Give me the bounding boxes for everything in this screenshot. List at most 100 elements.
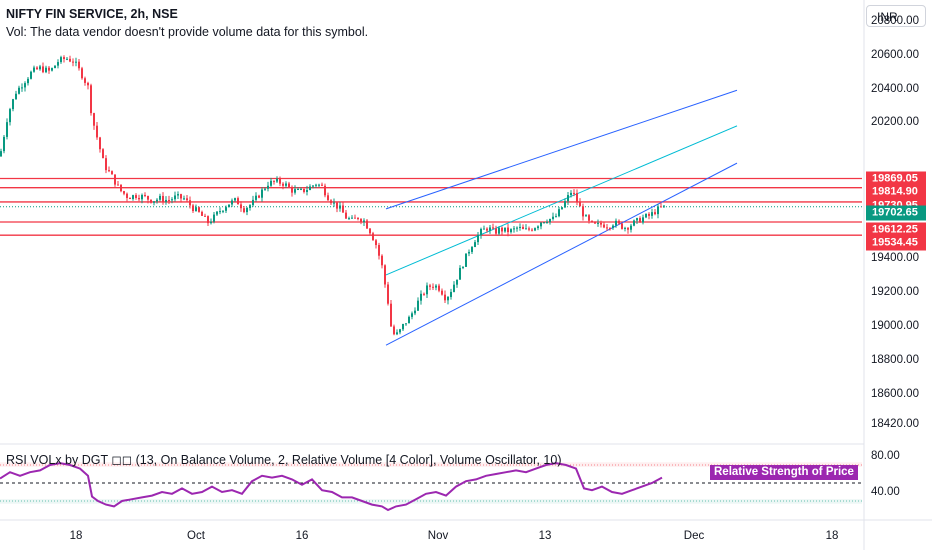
candle-body [249,205,251,209]
price-tick-label: 20800.00 [871,14,919,27]
price-tick-label: 20600.00 [871,48,919,61]
candle-body [324,185,326,196]
candle-body [564,201,566,208]
candle-body [93,113,95,126]
candle-body [654,212,656,215]
candle-body [222,210,224,212]
candle-body [639,218,641,223]
candle-body [132,195,134,200]
candle-body [411,313,413,317]
candle-body [660,206,662,208]
candle-body [552,216,554,219]
candle-body [339,205,341,209]
candle-body [399,329,401,333]
candle-body [123,191,125,194]
candle-body [309,186,311,190]
candle-body [36,67,38,70]
candle-body [171,199,173,201]
candle-body [630,225,632,230]
candle-body [432,286,434,288]
candle-body [357,217,359,220]
currency-button[interactable]: INR [866,5,926,27]
candle-body [189,200,191,206]
candle-body [33,67,35,72]
candle-body [369,228,371,234]
rsi-line[interactable] [0,462,663,512]
candle-body [444,294,446,301]
candle-body [78,61,80,69]
candle-body [657,206,659,215]
candle-body [591,220,593,222]
candle-body [495,228,497,234]
candle-body [3,136,5,152]
candle-body [57,62,59,66]
candle-body [99,137,101,150]
candle-body [522,226,524,230]
candle-body [648,213,650,216]
candle-body [510,229,512,233]
rsi-lower-band [0,499,862,504]
candle-body [408,316,410,324]
candle-body [603,224,605,228]
candle-body [465,253,467,267]
candle-body [348,218,350,220]
indicator-title[interactable]: RSI VOLx by DGT ◻◻ (13, On Balance Volum… [6,453,562,467]
candle-body [279,178,281,184]
candle-body [318,184,320,186]
price-tick-label: 19400.00 [871,251,919,264]
candle-body [543,222,545,224]
candle-body [585,215,587,217]
candle-body [264,188,266,190]
candle-body [375,240,377,246]
candle-body [582,206,584,217]
candle-body [609,228,611,230]
candle-body [597,222,599,224]
candle-body [144,194,146,196]
price-tick-label: 18600.00 [871,387,919,400]
candle-body [480,228,482,235]
candle-body [624,227,626,229]
symbol-title[interactable]: NIFTY FIN SERVICE, 2h, NSE [6,7,178,21]
candle-body [168,199,170,201]
candle-body [312,185,314,187]
candle-body [471,247,473,252]
price-level-label: 19612.25 [866,222,926,238]
candle-body [180,194,182,199]
price-tick-label: 18420.00 [871,418,919,430]
candle-body [579,202,581,207]
time-tick-label: 18 [69,530,83,542]
candle-body [492,227,494,229]
candle-body [87,82,89,86]
candle-body [195,207,197,212]
price-level-label: 19702.65 [866,205,926,221]
candle-body [447,296,449,301]
candle-body [42,66,44,73]
candle-body [63,57,65,59]
candle-body [321,184,323,186]
channel-upper-line[interactable] [385,89,738,210]
candle-body [570,192,572,196]
candle-body [573,192,575,194]
candle-body [153,201,155,203]
candle-body [477,234,479,243]
channel-middle-line[interactable] [385,125,738,276]
candle-body [234,198,236,201]
candle-body [405,323,407,325]
candle-body [285,183,287,186]
candle-body [450,291,452,297]
candle-body [345,212,347,219]
candle-body [135,195,137,198]
candle-body [270,180,272,186]
candle-body [315,184,317,186]
candle-body [267,185,269,189]
candle-body [6,122,8,137]
candle-body [528,228,530,230]
candle-body [468,251,470,254]
candle-body [66,58,68,60]
candle-body [12,99,14,110]
candle-body [276,178,278,182]
candle-body [423,293,425,295]
channel-lower-line[interactable] [385,162,738,346]
candle-body [45,67,47,73]
